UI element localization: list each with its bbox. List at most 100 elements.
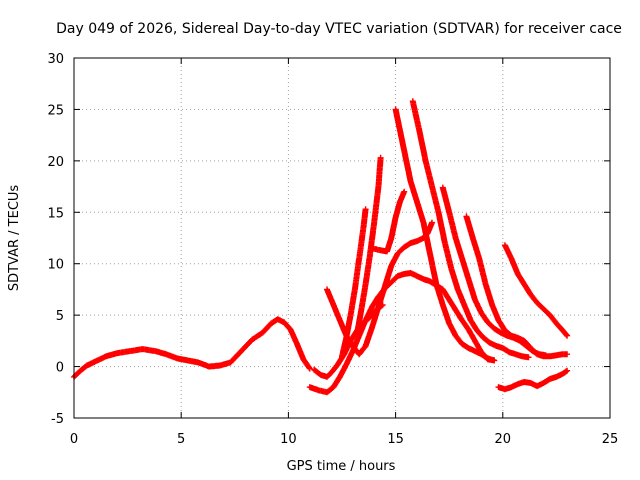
data-point xyxy=(326,376,328,378)
data-point xyxy=(423,278,424,280)
series-arc-4 xyxy=(324,219,435,358)
data-point xyxy=(515,353,517,355)
data-point xyxy=(332,304,334,306)
data-point xyxy=(442,187,444,189)
data-point xyxy=(360,309,362,311)
data-point xyxy=(341,355,343,357)
data-point xyxy=(410,180,412,182)
series-markers xyxy=(324,219,435,358)
data-point xyxy=(395,108,397,110)
data-point xyxy=(403,273,405,275)
data-point xyxy=(489,342,491,344)
data-point xyxy=(555,376,557,378)
data-point xyxy=(339,376,341,378)
data-point xyxy=(326,391,328,393)
data-point xyxy=(142,348,144,350)
y-tick-label: 10 xyxy=(47,258,64,273)
series-arc-13 xyxy=(495,367,571,393)
data-point xyxy=(365,345,367,347)
data-point xyxy=(317,389,319,391)
data-point xyxy=(498,319,499,321)
data-point xyxy=(504,388,506,390)
data-point xyxy=(365,283,367,285)
data-point xyxy=(502,347,504,349)
data-point xyxy=(313,369,315,371)
data-point xyxy=(354,288,356,290)
data-point xyxy=(431,222,433,224)
data-point xyxy=(474,340,476,342)
data-point xyxy=(468,329,469,330)
data-point xyxy=(566,335,568,337)
data-point xyxy=(94,360,96,362)
data-point xyxy=(461,258,463,260)
data-point xyxy=(296,343,298,345)
series-arc-9 xyxy=(409,98,532,361)
data-point xyxy=(543,382,544,384)
series-arc-1 xyxy=(71,316,313,380)
data-point xyxy=(549,314,551,316)
x-tick-label: 0 xyxy=(70,432,78,447)
data-point xyxy=(536,302,538,304)
data-point xyxy=(555,354,557,356)
chart-title: Day 049 of 2026, Sidereal Day-to-day VTE… xyxy=(56,21,622,37)
data-point xyxy=(399,201,401,203)
data-point xyxy=(403,191,405,193)
data-point xyxy=(523,340,525,342)
data-point xyxy=(523,283,525,285)
data-point xyxy=(410,272,412,274)
data-point xyxy=(116,352,118,354)
data-point xyxy=(483,337,484,339)
data-point xyxy=(530,294,532,296)
data-point xyxy=(448,211,450,213)
data-point xyxy=(380,249,382,251)
data-point xyxy=(448,299,450,301)
data-point xyxy=(455,335,457,337)
data-point xyxy=(530,347,532,349)
data-point xyxy=(480,353,482,355)
data-point xyxy=(345,337,347,339)
data-point xyxy=(442,304,444,306)
data-point xyxy=(384,285,386,287)
data-point xyxy=(262,332,264,334)
y-tick-label: 25 xyxy=(47,103,64,118)
axis-ticks: 0 5 10 15 20 25 -5 0 5 10 15 20 25 30 xyxy=(47,52,618,447)
y-tick-label: 5 xyxy=(56,309,64,324)
data-point xyxy=(356,333,358,335)
data-point xyxy=(390,265,392,267)
series-markers xyxy=(501,242,571,339)
grid-lines xyxy=(74,58,610,418)
data-point xyxy=(448,322,450,324)
data-point xyxy=(495,345,497,347)
data-point xyxy=(352,350,354,352)
data-point xyxy=(358,353,360,355)
data-point xyxy=(517,273,519,275)
data-point xyxy=(455,237,457,239)
data-point xyxy=(371,327,373,328)
data-point xyxy=(450,268,452,270)
data-point xyxy=(380,157,382,159)
data-point xyxy=(208,366,210,368)
data-point xyxy=(485,283,487,285)
series-markers xyxy=(463,213,571,360)
data-point xyxy=(416,275,418,277)
data-point xyxy=(562,373,564,375)
series-markers xyxy=(71,316,313,380)
data-point xyxy=(86,365,88,366)
data-point xyxy=(487,321,489,323)
data-point xyxy=(461,319,463,321)
data-point xyxy=(390,237,392,239)
data-point xyxy=(491,304,493,306)
data-point xyxy=(517,337,519,339)
data-point xyxy=(330,372,332,374)
data-point xyxy=(528,356,529,358)
data-point xyxy=(474,350,476,352)
data-point xyxy=(429,252,431,254)
data-point xyxy=(326,288,328,290)
data-point xyxy=(283,321,285,323)
x-tick-label: 5 xyxy=(177,432,185,447)
data-point xyxy=(463,304,465,306)
data-series xyxy=(71,98,571,396)
data-point xyxy=(470,319,472,321)
data-point xyxy=(350,314,352,316)
